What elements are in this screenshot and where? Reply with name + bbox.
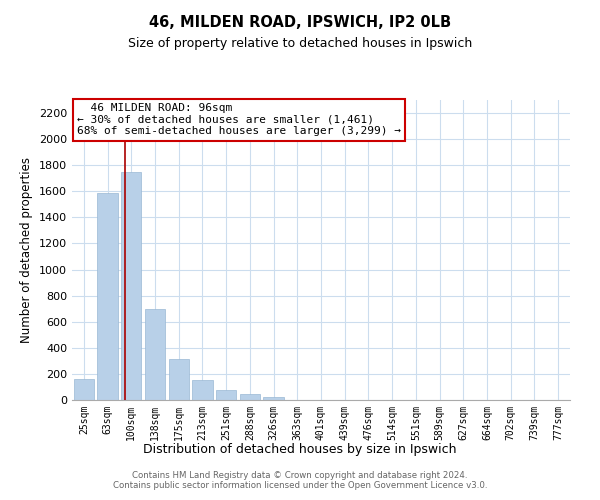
Bar (74, 379, 94, 400)
Text: 46, MILDEN ROAD, IPSWICH, IP2 0LB: 46, MILDEN ROAD, IPSWICH, IP2 0LB (149, 15, 451, 30)
Bar (193, 380, 212, 400)
Bar (216, 390, 236, 400)
Bar (121, 172, 142, 400)
Text: Contains HM Land Registry data © Crown copyright and database right 2024.
Contai: Contains HM Land Registry data © Crown c… (113, 470, 487, 490)
Y-axis label: Number of detached properties: Number of detached properties (20, 157, 34, 343)
Text: 46 MILDEN ROAD: 96sqm  
← 30% of detached houses are smaller (1,461)
68% of semi: 46 MILDEN ROAD: 96sqm ← 30% of detached … (77, 103, 401, 136)
Bar (97, 192, 118, 400)
Text: Distribution of detached houses by size in Ipswich: Distribution of detached houses by size … (143, 442, 457, 456)
Bar (240, 394, 260, 400)
Bar (263, 398, 284, 400)
Bar (169, 359, 189, 400)
Bar (145, 308, 165, 400)
Text: Size of property relative to detached houses in Ipswich: Size of property relative to detached ho… (128, 38, 472, 51)
